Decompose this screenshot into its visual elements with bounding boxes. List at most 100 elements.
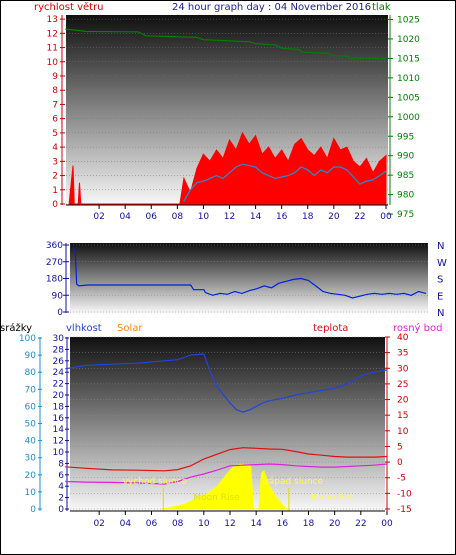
direction-tick-label: 180 bbox=[46, 275, 63, 285]
temperature-tick-label: 20 bbox=[397, 396, 409, 406]
rain-tick-label: 50 bbox=[25, 420, 37, 430]
temperature-tick-label: -5 bbox=[397, 474, 406, 484]
wind-tick-label: 9 bbox=[52, 72, 58, 82]
humidity-tick-label: 6 bbox=[58, 471, 64, 481]
rain-tick-label: 90 bbox=[25, 351, 37, 361]
sunrise-label: východ slunce bbox=[123, 477, 188, 487]
pressure-tick-label: 1010 bbox=[397, 74, 420, 84]
pressure-tick-label: 1025 bbox=[397, 15, 420, 25]
wind-x-tick-label: 08 bbox=[172, 212, 184, 222]
sun-moon-annotations: východ slunce západ slunce Moon Rise Moon S… bbox=[123, 477, 354, 511]
wind-gust-series bbox=[68, 131, 387, 205]
temperature-x-tick-label: 22 bbox=[355, 519, 366, 529]
temperature-axis: -15 -10 -5 0 5 10 15 20 25 30 35 40 bbox=[385, 333, 412, 515]
pressure-tick-label: 995 bbox=[397, 132, 414, 142]
direction-series bbox=[72, 248, 427, 299]
direction-axis: 0 90 180 270 360 bbox=[46, 241, 69, 318]
humidity-tick-label: 14 bbox=[53, 425, 65, 435]
direction-tick-label: 270 bbox=[46, 258, 63, 268]
solar-axis-title: Solar bbox=[117, 323, 143, 334]
humidity-tick-label: 20 bbox=[53, 391, 65, 401]
dew-point-axis-title: rosný bod bbox=[393, 322, 442, 334]
temperature-tick-label: 15 bbox=[397, 411, 408, 421]
temperature-tick-label: 25 bbox=[397, 380, 408, 390]
wind-x-tick-label: 10 bbox=[198, 212, 210, 222]
rain-tick-label: 10 bbox=[25, 488, 37, 498]
temperature-x-tick-label: 10 bbox=[198, 519, 210, 529]
wind-tick-label: 1 bbox=[52, 186, 58, 196]
temperature-tick-label: 0 bbox=[397, 458, 403, 468]
temperature-tick-label: 40 bbox=[397, 333, 409, 343]
rain-tick-label: 0 bbox=[30, 505, 36, 515]
wind-x-tick-label: 06 bbox=[146, 212, 158, 222]
wind-tick-label: 8 bbox=[52, 86, 58, 96]
temperature-x-tick-label: 20 bbox=[329, 519, 341, 529]
humidity-tick-label: 2 bbox=[58, 494, 64, 504]
wind-tick-label: 11 bbox=[47, 44, 58, 54]
humidity-series bbox=[65, 353, 388, 413]
wind-x-tick-label: 16 bbox=[276, 212, 288, 222]
humidity-tick-label: 30 bbox=[53, 334, 65, 344]
wind-x-axis: 02 04 06 08 10 12 14 16 18 20 22 00 bbox=[66, 204, 392, 222]
humidity-axis-title: vlhkost bbox=[66, 323, 102, 334]
wind-tick-label: 0 bbox=[52, 200, 58, 210]
humidity-tick-label: 8 bbox=[58, 459, 64, 469]
temperature-tick-label: 10 bbox=[397, 427, 409, 437]
temperature-tick-label: 30 bbox=[397, 364, 409, 374]
rain-tick-label: 100 bbox=[19, 334, 36, 344]
wind-tick-label: 2 bbox=[52, 172, 58, 182]
compass-label: S bbox=[437, 275, 443, 286]
pressure-tick-label: 975 bbox=[397, 210, 414, 220]
sunset-label: západ slunce bbox=[264, 477, 324, 487]
humidity-tick-label: 12 bbox=[53, 437, 64, 447]
rain-axis-title: srážky bbox=[0, 322, 32, 334]
temperature-series bbox=[65, 353, 388, 510]
compass-label: N bbox=[437, 241, 444, 252]
wind-tick-label: 7 bbox=[52, 100, 58, 110]
wind-x-tick-label: 18 bbox=[302, 212, 314, 222]
pressure-tick-label: 980 bbox=[397, 191, 414, 201]
compass-label: E bbox=[437, 291, 443, 302]
humidity-tick-label: 26 bbox=[53, 357, 65, 367]
wind-tick-label: 5 bbox=[52, 129, 58, 139]
temperature-x-tick-label: 16 bbox=[277, 519, 289, 529]
wind-x-tick-label: 00 bbox=[380, 212, 392, 222]
temperature-tick-label: -15 bbox=[397, 505, 412, 515]
compass-label: N bbox=[437, 308, 444, 319]
moonrise-label: Moon Rise bbox=[193, 493, 240, 503]
wind-x-tick-label: 22 bbox=[354, 212, 365, 222]
temperature-x-tick-label: 14 bbox=[250, 519, 262, 529]
humidity-tick-label: 4 bbox=[58, 482, 64, 492]
humidity-tick-label: 22 bbox=[53, 380, 64, 390]
rain-axis: 0 10 20 30 40 50 60 70 80 90 100 bbox=[19, 334, 42, 515]
wind-x-tick-label: 12 bbox=[224, 212, 235, 222]
direction-tick-label: 360 bbox=[46, 241, 63, 251]
wind-tick-label: 6 bbox=[52, 115, 58, 125]
rain-tick-label: 20 bbox=[25, 471, 37, 481]
moonset-label: Moon Set bbox=[311, 493, 354, 503]
wind-x-tick-label: 14 bbox=[250, 212, 262, 222]
wind-tick-label: 10 bbox=[47, 58, 59, 68]
temperature-axis-title: teplota bbox=[313, 323, 348, 334]
temperature-x-tick-label: 08 bbox=[172, 519, 184, 529]
rain-tick-label: 40 bbox=[25, 437, 37, 447]
temperature-x-tick-label: 04 bbox=[120, 519, 132, 529]
temperature-x-tick-label: 06 bbox=[146, 519, 158, 529]
pressure-tick-label: 990 bbox=[397, 152, 414, 162]
temperature-x-tick-label: 00 bbox=[381, 519, 393, 529]
wind-series bbox=[65, 28, 387, 205]
wind-x-tick-label: 04 bbox=[119, 212, 131, 222]
temperature-tick-label: -10 bbox=[397, 489, 412, 499]
humidity-tick-label: 28 bbox=[53, 345, 65, 355]
pressure-tick-label: 1020 bbox=[397, 35, 420, 45]
wind-tick-label: 4 bbox=[52, 143, 58, 153]
chart-title: 24 hour graph day : 04 November 2016 bbox=[172, 2, 371, 13]
temperature-tick-label: 5 bbox=[397, 442, 403, 452]
solar-series bbox=[160, 463, 288, 510]
wind-x-tick-label: 02 bbox=[93, 212, 104, 222]
direction-panel bbox=[70, 243, 428, 313]
